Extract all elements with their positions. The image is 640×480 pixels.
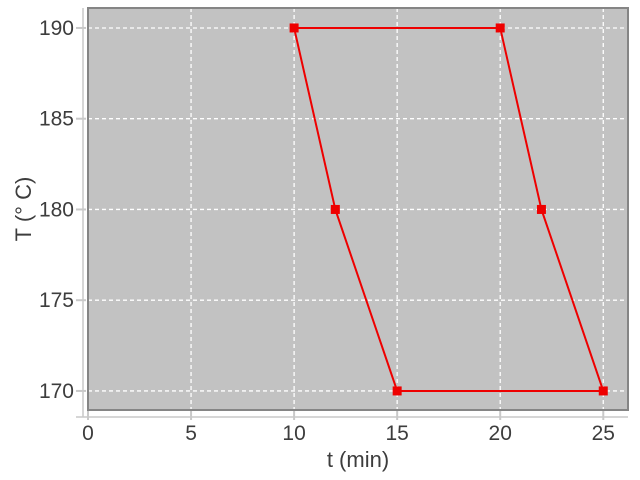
data-point-marker [289, 23, 299, 33]
data-point-marker [536, 204, 546, 214]
data-point-marker [330, 204, 340, 214]
y-tick-label-185: 185 [39, 108, 74, 131]
x-tick-label-25: 25 [592, 422, 615, 445]
y-tick-label-190: 190 [39, 17, 74, 40]
y-axis-title: T (° C) [11, 176, 36, 242]
x-tick-label-15: 15 [385, 422, 408, 445]
y-tick-label-180: 180 [39, 198, 74, 221]
data-point-marker [392, 386, 402, 396]
x-axis-title: t (min) [326, 447, 390, 472]
data-point-marker [495, 23, 505, 33]
x-tick-label-0: 0 [82, 422, 94, 445]
y-tick-label-170: 170 [39, 380, 74, 403]
data-point-marker [598, 386, 608, 396]
y-tick-label-175: 175 [39, 289, 74, 312]
x-tick-label-10: 10 [282, 422, 305, 445]
x-tick-label-5: 5 [185, 422, 197, 445]
plot-border [87, 7, 629, 411]
x-tick-label-20: 20 [489, 422, 512, 445]
